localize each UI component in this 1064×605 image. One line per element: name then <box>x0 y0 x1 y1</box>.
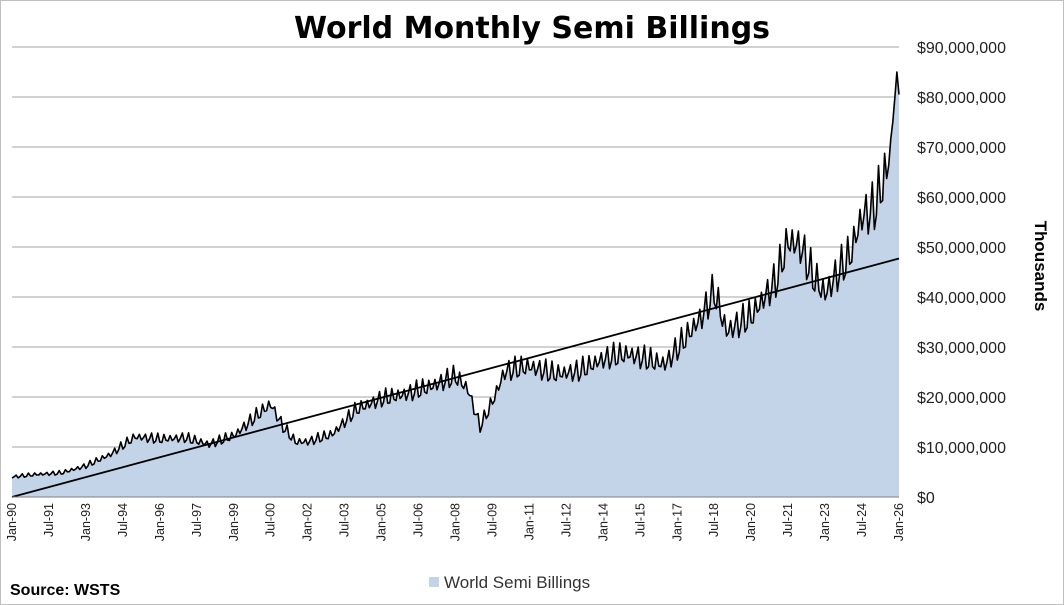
series-area <box>11 71 900 497</box>
gridlines <box>12 46 899 448</box>
legend-swatch <box>429 577 439 587</box>
y-tick-label: $40,000,000 <box>917 290 1006 307</box>
x-tick-label: Jul-94 <box>116 503 130 537</box>
x-tick-label: Jul-21 <box>781 503 795 537</box>
x-tick-label: Jan-05 <box>375 503 389 541</box>
y-tick-label: $50,000,000 <box>917 240 1006 257</box>
y-tick-label: $0 <box>917 490 935 507</box>
x-tick-label: Jul-12 <box>559 503 573 537</box>
x-tick-label: Jan-11 <box>522 503 536 540</box>
x-tick-labels: Jan-90 Jul-91 Jan-93 Jul-94 Jan-96 Jul-97 Jan-… <box>5 503 906 541</box>
x-tick-label: Jul-97 <box>190 503 204 537</box>
y-tick-label: $20,000,000 <box>917 390 1006 407</box>
x-tick-label: Jul-09 <box>485 503 499 537</box>
x-tick-label: Jul-91 <box>42 503 56 537</box>
x-tick-label: Jan-08 <box>449 503 463 541</box>
area-fill <box>12 72 899 497</box>
x-tick-label: Jan-99 <box>227 503 241 541</box>
y-tick-label: $10,000,000 <box>917 440 1006 457</box>
x-tick-label: Jan-17 <box>670 503 684 541</box>
x-tick-label: Jan-02 <box>301 503 315 541</box>
x-tick-label: Jan-26 <box>892 503 906 541</box>
y-tick-label: $30,000,000 <box>917 340 1006 357</box>
x-tick-label: Jan-20 <box>744 503 758 541</box>
x-tick-label: Jan-90 <box>5 503 19 541</box>
x-tick-label: Jul-18 <box>707 503 721 537</box>
y-tick-label: $70,000,000 <box>917 140 1006 157</box>
x-tick-label: Jan-93 <box>79 503 93 541</box>
x-tick-label: Jan-23 <box>818 503 832 541</box>
x-tick-label: Jul-03 <box>338 503 352 537</box>
y-tick-label: $90,000,000 <box>917 40 1006 57</box>
series-trend <box>11 257 900 498</box>
trend-line <box>11 257 900 498</box>
legend-label: World Semi Billings <box>444 573 590 592</box>
x-tick-label: Jul-06 <box>412 503 426 537</box>
source-note: Source: WSTS <box>10 582 121 599</box>
y-tick-label: $60,000,000 <box>917 190 1006 207</box>
x-tick-label: Jul-15 <box>633 503 647 537</box>
y-axis-label: Thousands <box>1031 221 1050 312</box>
area-line <box>11 71 900 479</box>
y-tick-label: $80,000,000 <box>917 90 1006 107</box>
chart-title: World Monthly Semi Billings <box>294 11 770 46</box>
x-tick-label: Jul-24 <box>855 503 869 537</box>
x-tick-label: Jul-00 <box>264 503 278 537</box>
x-tick-label: Jan-96 <box>153 503 167 541</box>
y-tick-labels: $0 $10,000,000 $20,000,000 $30,000,000 $40,0… <box>917 40 1006 507</box>
x-tick-label: Jan-14 <box>596 503 610 541</box>
